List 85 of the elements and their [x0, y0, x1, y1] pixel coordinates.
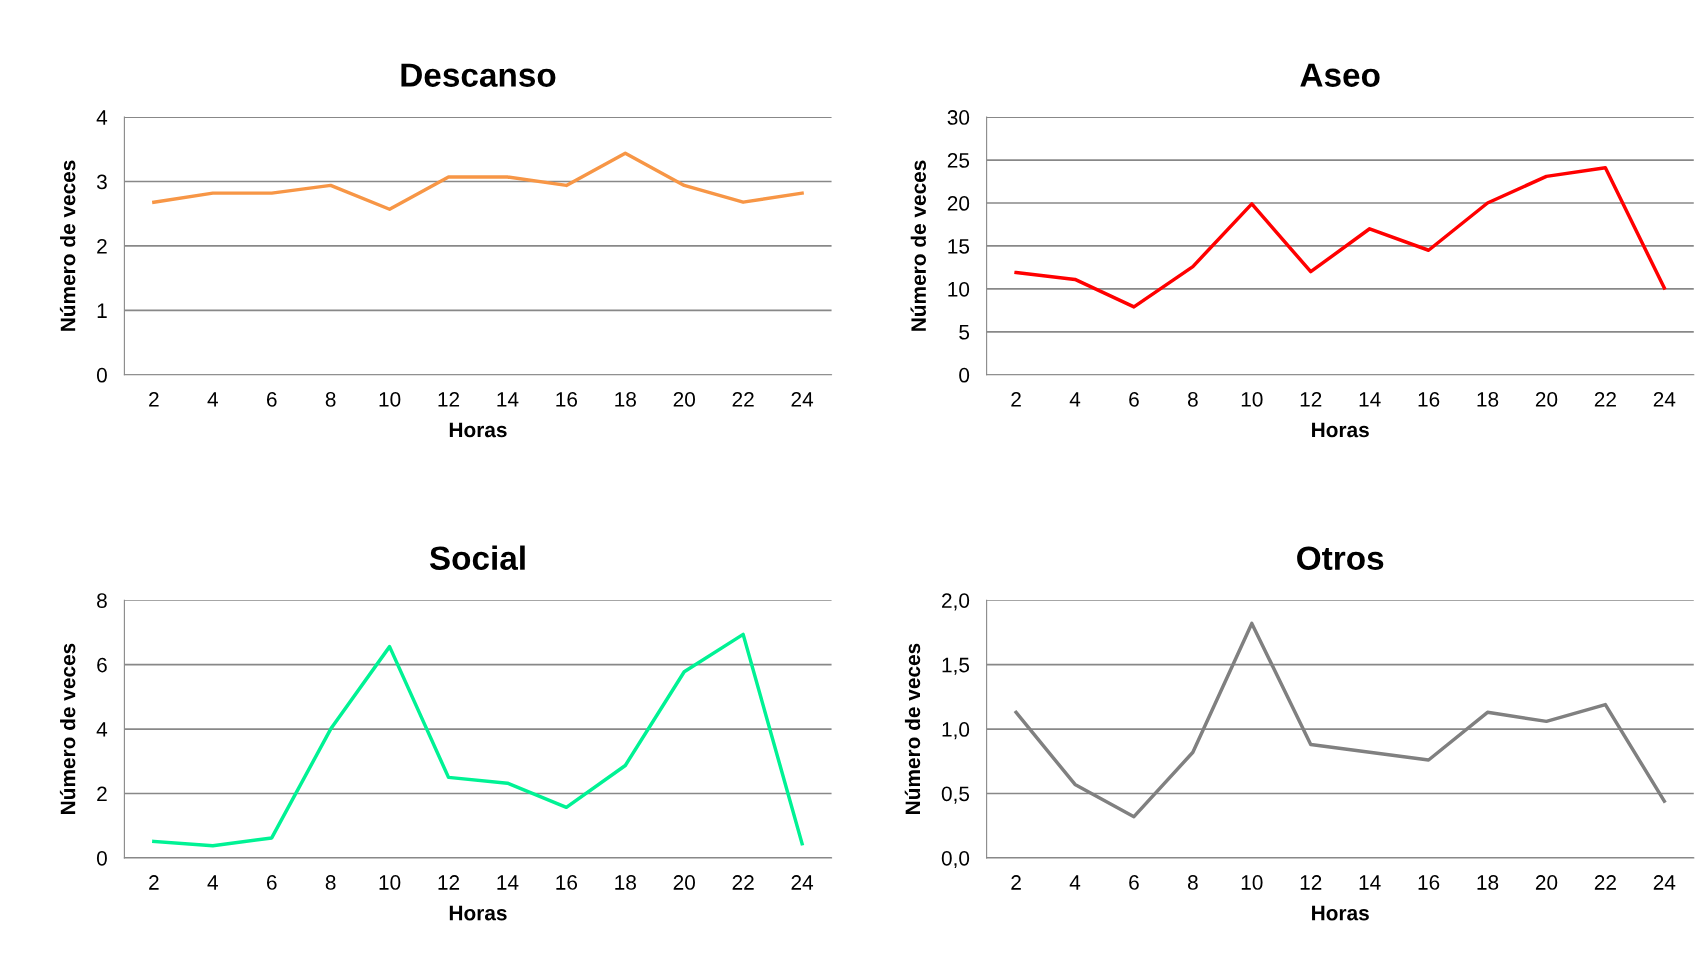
- x-tick-label: 2: [1011, 875, 1021, 890]
- x-tick-label: 14: [1359, 875, 1381, 890]
- x-tick-label: 24: [1653, 392, 1676, 407]
- x-tick-label: 10: [1241, 392, 1263, 407]
- x-tick-label: 10: [379, 875, 401, 890]
- x-tick-label: 22: [732, 392, 754, 407]
- x-tick-label: 4: [1069, 875, 1081, 890]
- y-tick-label: 0: [959, 367, 970, 383]
- x-axis-title: Horas: [449, 905, 507, 921]
- x-tick-label: 14: [1359, 392, 1381, 407]
- y-tick-label: 2,0: [942, 593, 970, 611]
- y-axis-title: Número de veces: [910, 160, 926, 331]
- y-tick-label: 4: [96, 722, 108, 737]
- x-tick-label: 6: [1129, 392, 1139, 407]
- x-axis-title: Horas: [1312, 422, 1369, 438]
- y-tick-label: 2: [97, 238, 107, 254]
- x-tick-label: 2: [149, 392, 159, 407]
- y-tick-label: 1,5: [942, 657, 970, 675]
- x-tick-label: 18: [1477, 392, 1499, 407]
- y-tick-label: 2: [97, 786, 107, 802]
- x-tick-label: 22: [732, 875, 754, 890]
- x-tick-label: 20: [673, 392, 695, 407]
- y-tick-label: 3: [96, 174, 107, 190]
- y-tick-label: 6: [97, 657, 107, 673]
- y-tick-label: 30: [947, 110, 970, 125]
- x-axis-title: Horas: [1312, 905, 1369, 921]
- line-series: [1014, 166, 1667, 309]
- y-tick-label: 4: [96, 110, 108, 125]
- x-tick-label: 20: [1535, 392, 1558, 407]
- x-tick-label: 10: [1241, 875, 1263, 890]
- y-tick-label: 8: [97, 593, 107, 608]
- x-tick-label: 12: [438, 875, 460, 890]
- y-axis-title: Número de veces: [59, 643, 76, 814]
- y-tick-label: 20: [947, 196, 970, 211]
- x-tick-label: 14: [497, 392, 519, 407]
- x-tick-label: 12: [438, 392, 460, 407]
- x-tick-label: 2: [1011, 392, 1021, 407]
- x-tick-label: 22: [1594, 392, 1616, 407]
- x-tick-label: 24: [1653, 875, 1676, 890]
- chart-title: Otros: [1297, 546, 1384, 571]
- line-series: [152, 632, 804, 848]
- x-tick-label: 8: [325, 392, 336, 407]
- x-tick-label: 14: [497, 875, 519, 890]
- x-tick-label: 16: [556, 392, 578, 407]
- y-tick-label: 0: [96, 850, 107, 866]
- x-tick-label: 20: [1535, 875, 1558, 890]
- y-tick-label: 0,5: [941, 786, 970, 804]
- x-tick-label: 16: [1418, 392, 1440, 407]
- y-tick-label: 15: [948, 239, 970, 254]
- x-tick-label: 24: [791, 392, 814, 407]
- x-tick-label: 6: [1129, 875, 1139, 890]
- y-tick-label: 1: [97, 303, 107, 318]
- x-tick-label: 12: [1300, 875, 1322, 890]
- y-tick-label: 0,0: [941, 850, 970, 869]
- y-tick-label: 5: [959, 325, 970, 340]
- y-tick-label: 0: [96, 367, 107, 383]
- y-axis-title: Número de veces: [904, 643, 921, 814]
- x-tick-label: 18: [1477, 875, 1499, 890]
- x-tick-label: 16: [1418, 875, 1440, 890]
- x-tick-label: 2: [149, 875, 159, 890]
- x-tick-label: 12: [1300, 392, 1322, 407]
- x-tick-label: 10: [379, 392, 401, 407]
- x-tick-label: 6: [266, 875, 277, 890]
- chart-title: Social: [429, 545, 525, 571]
- y-tick-label: 1,0: [942, 722, 970, 740]
- x-tick-label: 4: [207, 392, 218, 407]
- x-tick-label: 6: [266, 392, 277, 407]
- x-tick-label: 24: [791, 875, 814, 890]
- y-axis-title: Número de veces: [59, 160, 76, 331]
- x-tick-label: 4: [207, 875, 218, 890]
- x-tick-label: 8: [325, 875, 336, 890]
- x-tick-label: 8: [1187, 875, 1198, 890]
- chart-title: Descanso: [401, 63, 556, 87]
- x-tick-label: 8: [1187, 392, 1198, 407]
- y-tick-label: 25: [947, 153, 970, 168]
- x-tick-label: 18: [615, 392, 636, 407]
- y-tick-label: 10: [948, 281, 970, 297]
- x-tick-label: 4: [1069, 392, 1081, 407]
- x-tick-label: 16: [556, 875, 578, 890]
- x-axis-title: Horas: [449, 422, 507, 438]
- x-tick-label: 20: [673, 875, 695, 890]
- x-tick-label: 18: [615, 875, 636, 890]
- chart-title: Aseo: [1300, 63, 1380, 87]
- x-tick-label: 22: [1594, 875, 1616, 890]
- line-series: [152, 151, 804, 211]
